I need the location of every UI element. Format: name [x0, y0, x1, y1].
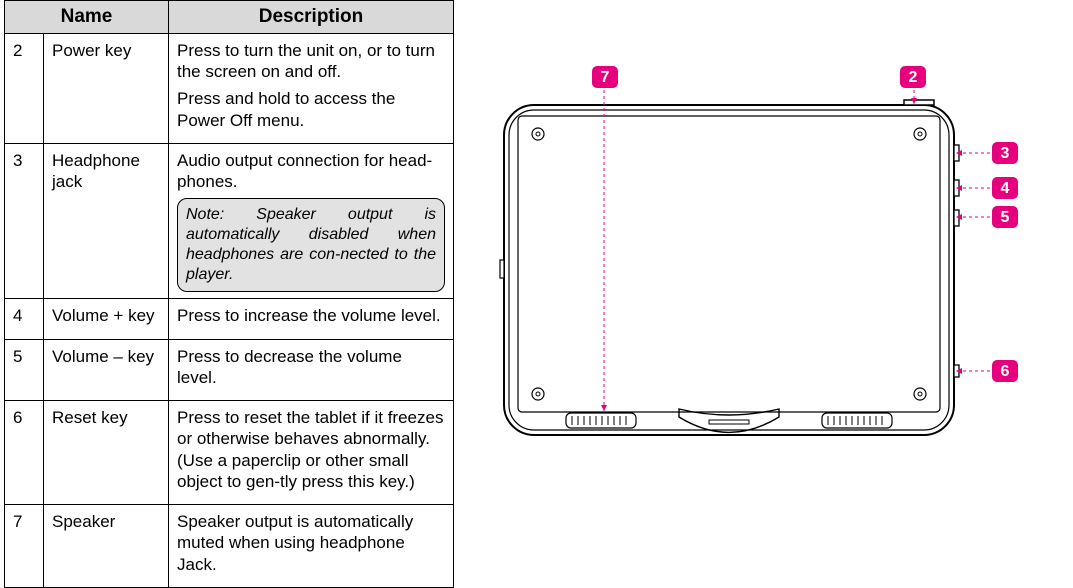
svg-text:7: 7: [601, 69, 610, 86]
parts-table: Name Description 2Power keyPress to turn…: [4, 0, 454, 588]
row-name: Power key: [44, 33, 169, 143]
header-name: Name: [5, 1, 169, 34]
row-number: 5: [5, 339, 44, 401]
row-name: Volume – key: [44, 339, 169, 401]
table-row: 6Reset keyPress to reset the tablet if i…: [5, 401, 454, 505]
row-name: Speaker: [44, 505, 169, 588]
svg-text:4: 4: [1001, 180, 1010, 197]
table-row: 3Headphone jackAudio output connection f…: [5, 143, 454, 299]
callout-label: 6: [992, 360, 1018, 382]
row-name: Volume + key: [44, 299, 169, 339]
row-number: 6: [5, 401, 44, 505]
table-row: 2Power keyPress to turn the unit on, or …: [5, 33, 454, 143]
row-name: Reset key: [44, 401, 169, 505]
callout-label: 4: [992, 177, 1018, 199]
row-desc: Press to decrease the volume level.: [169, 339, 454, 401]
row-number: 4: [5, 299, 44, 339]
row-desc: Press to increase the volume level.: [169, 299, 454, 339]
svg-text:3: 3: [1001, 145, 1010, 162]
svg-text:6: 6: [1001, 363, 1010, 380]
row-desc: Press to turn the unit on, or to turn th…: [169, 33, 454, 143]
row-desc: Audio output connection for head-phones.…: [169, 143, 454, 299]
table-row: 5Volume – keyPress to decrease the volum…: [5, 339, 454, 401]
svg-text:5: 5: [1001, 209, 1010, 226]
callout-label: 5: [992, 206, 1018, 228]
row-number: 3: [5, 143, 44, 299]
header-desc: Description: [169, 1, 454, 34]
note-box: Note: Speaker output is automatically di…: [177, 198, 445, 292]
row-name: Headphone jack: [44, 143, 169, 299]
callout-label: 7: [592, 66, 618, 88]
row-number: 7: [5, 505, 44, 588]
device-diagram: 7 2 3 4 5 6: [484, 60, 1044, 460]
row-desc: Press to reset the tablet if it freezes …: [169, 401, 454, 505]
table-row: 4Volume + keyPress to increase the volum…: [5, 299, 454, 339]
table-row: 7SpeakerSpeaker output is automatically …: [5, 505, 454, 588]
callout-label: 3: [992, 142, 1018, 164]
row-desc: Speaker output is automatically muted wh…: [169, 505, 454, 588]
row-number: 2: [5, 33, 44, 143]
callout-label: 2: [900, 66, 926, 88]
svg-text:2: 2: [909, 69, 918, 86]
